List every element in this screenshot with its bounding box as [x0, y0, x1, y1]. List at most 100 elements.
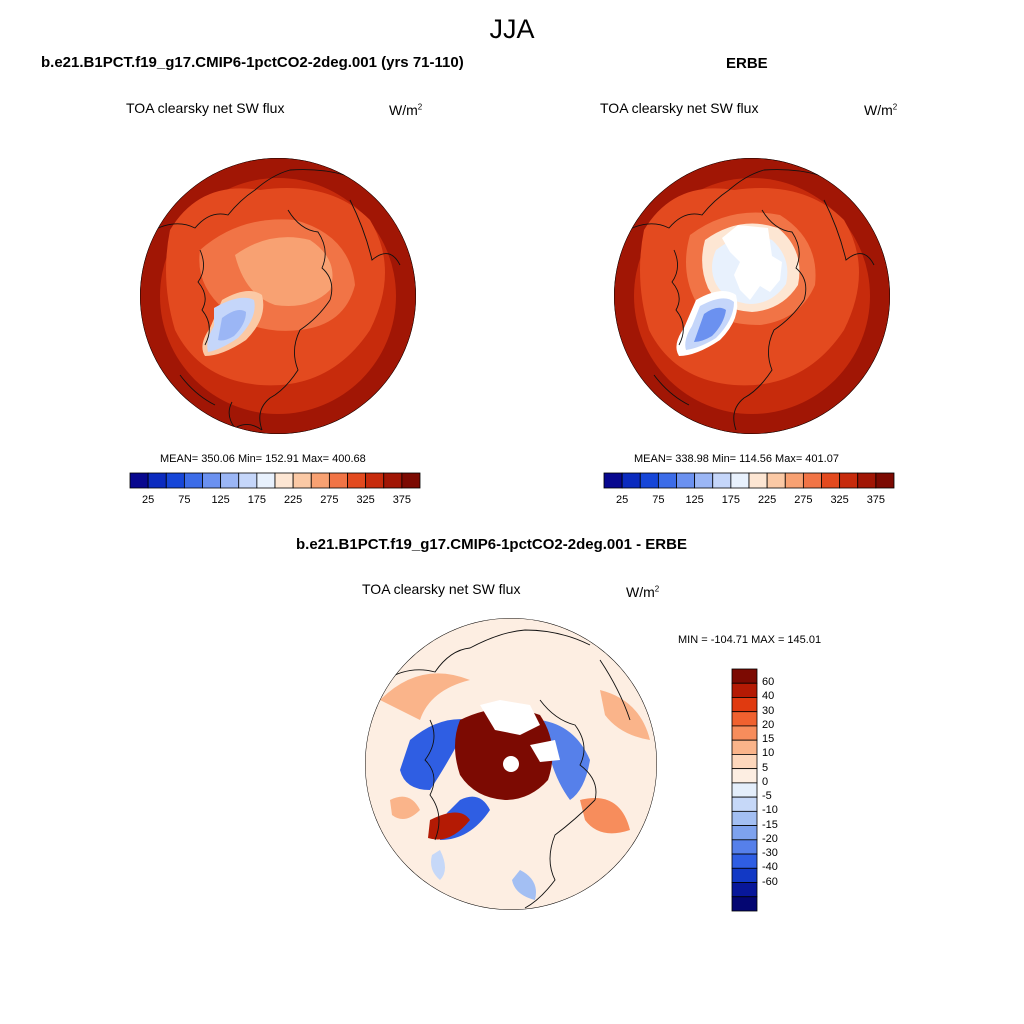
colorbar-2-swatch: [821, 472, 841, 489]
colorbar-2-swatch: [639, 472, 659, 489]
colorbar-1-swatch: [328, 472, 348, 489]
colorbar-2-swatch: [839, 472, 859, 489]
figure-title: JJA: [489, 14, 535, 44]
panel-1-variable: TOA clearsky net SW flux: [126, 100, 285, 116]
colorbar-3-tick-label: -10: [762, 804, 778, 817]
colorbar-1-swatch: [129, 472, 149, 489]
panel-2-map: [614, 158, 890, 434]
panel-3-variable: TOA clearsky net SW flux: [362, 581, 521, 597]
colorbar-3-swatch: [731, 682, 758, 698]
colorbar-3-tick-label: 30: [762, 704, 775, 717]
colorbar-1-tick-label: 75: [178, 494, 191, 506]
colorbar-1-swatch: [383, 472, 403, 489]
colorbar-1-swatch: [165, 472, 185, 489]
colorbar-1-swatch: [256, 472, 276, 489]
colorbar-2-swatch: [857, 472, 877, 489]
colorbar-1-tick-label: 225: [283, 494, 303, 506]
colorbar-3-tick-label: -15: [762, 818, 778, 831]
colorbar-panel-1: [129, 472, 421, 489]
colorbar-1-swatch: [292, 472, 312, 489]
colorbar-1-tick-label: 275: [320, 494, 339, 506]
colorbar-1-swatch: [183, 472, 203, 489]
colorbar-3-tick-label: -30: [762, 847, 778, 860]
colorbar-3-tick-label: -20: [762, 832, 778, 845]
panel-2-stats: MEAN= 338.98 Min= 114.56 Max= 401.07: [634, 453, 839, 465]
colorbar-2-swatch: [676, 472, 696, 489]
colorbar-3-tick-label: 20: [762, 718, 775, 731]
colorbar-panel-2: [603, 472, 895, 489]
colorbar-2-swatch: [784, 472, 804, 489]
colorbar-3-tick-label: 15: [762, 733, 775, 746]
colorbar-2-swatch: [766, 472, 786, 489]
colorbar-3-swatch: [731, 782, 758, 798]
colorbar-2-tick-label: 175: [721, 494, 741, 506]
panel-3-stats: MIN = -104.71 MAX = 145.01: [678, 634, 822, 646]
panel-1-title: b.e21.B1PCT.f19_g17.CMIP6-1pctCO2-2deg.0…: [41, 54, 464, 71]
colorbar-3-tick-label: 5: [762, 761, 769, 774]
colorbar-2-tick-label: 375: [866, 494, 886, 506]
colorbar-3-swatch: [731, 810, 758, 826]
colorbar-3-swatch: [731, 825, 758, 841]
colorbar-2-tick-label: 75: [652, 494, 665, 506]
colorbar-2-swatch: [802, 472, 822, 489]
panel-2-title: ERBE: [726, 55, 768, 72]
colorbar-1-swatch: [220, 472, 240, 489]
colorbar-3-swatch: [731, 796, 758, 812]
colorbar-3-tick-label: 60: [762, 676, 775, 689]
colorbar-3-swatch: [731, 882, 758, 898]
colorbar-2-tick-label: 275: [794, 494, 813, 506]
colorbar-2-swatch: [621, 472, 641, 489]
colorbar-2-swatch: [603, 472, 623, 489]
panel-3-title: b.e21.B1PCT.f19_g17.CMIP6-1pctCO2-2deg.0…: [296, 536, 687, 553]
colorbar-2-tick-label: 125: [685, 494, 704, 506]
colorbar-1-tick-label: 25: [142, 494, 155, 506]
colorbar-1-tick-label: 375: [392, 494, 412, 506]
colorbar-panel-3: [731, 668, 758, 912]
colorbar-2-swatch: [875, 472, 895, 489]
colorbar-3-tick-label: 0: [762, 775, 769, 788]
colorbar-1-tick-label: 325: [356, 494, 375, 506]
colorbar-3-swatch: [731, 725, 758, 741]
colorbar-1-swatch: [274, 472, 294, 489]
colorbar-3-swatch: [731, 768, 758, 784]
panel-1-map: [140, 158, 416, 434]
colorbar-3-swatch: [731, 853, 758, 869]
panel-2-units: W/m2: [864, 102, 898, 118]
colorbar-1-tick-label: 125: [211, 494, 230, 506]
colorbar-3-tick-label: -60: [762, 875, 778, 888]
colorbar-1-swatch: [347, 472, 367, 489]
colorbar-3-tick-label: -5: [762, 790, 772, 803]
colorbar-2-tick-label: 25: [616, 494, 629, 506]
panel-2-variable: TOA clearsky net SW flux: [600, 100, 759, 116]
colorbar-2-swatch: [712, 472, 732, 489]
colorbar-3-tick-label: 40: [762, 690, 775, 703]
colorbar-2-swatch: [730, 472, 750, 489]
colorbar-3-swatch: [731, 697, 758, 713]
colorbar-1-swatch: [202, 472, 222, 489]
colorbar-2-tick-label: 225: [757, 494, 777, 506]
colorbar-1-swatch: [147, 472, 167, 489]
colorbar-1-swatch: [401, 472, 421, 489]
colorbar-2-tick-label: 325: [830, 494, 849, 506]
panel-3-map: [365, 618, 657, 910]
colorbar-3-swatch: [731, 739, 758, 755]
colorbar-3-swatch: [731, 711, 758, 727]
colorbar-3-swatch: [731, 867, 758, 883]
colorbar-3-swatch: [731, 668, 758, 684]
colorbar-1-swatch: [310, 472, 330, 489]
colorbar-3-swatch: [731, 839, 758, 855]
colorbar-3-tick-label: 10: [762, 747, 775, 760]
colorbar-3-swatch: [731, 754, 758, 770]
colorbar-2-swatch: [748, 472, 768, 489]
panel-1-stats: MEAN= 350.06 Min= 152.91 Max= 400.68: [160, 453, 366, 465]
panel-1-units: W/m2: [389, 102, 423, 118]
colorbar-2-swatch: [694, 472, 714, 489]
colorbar-3-tick-label: -40: [762, 861, 778, 874]
colorbar-2-swatch: [657, 472, 677, 489]
colorbar-3-swatch: [731, 896, 758, 912]
colorbar-1-swatch: [365, 472, 385, 489]
colorbar-1-swatch: [238, 472, 258, 489]
panel-3-units: W/m2: [626, 584, 660, 600]
colorbar-1-tick-label: 175: [247, 494, 267, 506]
